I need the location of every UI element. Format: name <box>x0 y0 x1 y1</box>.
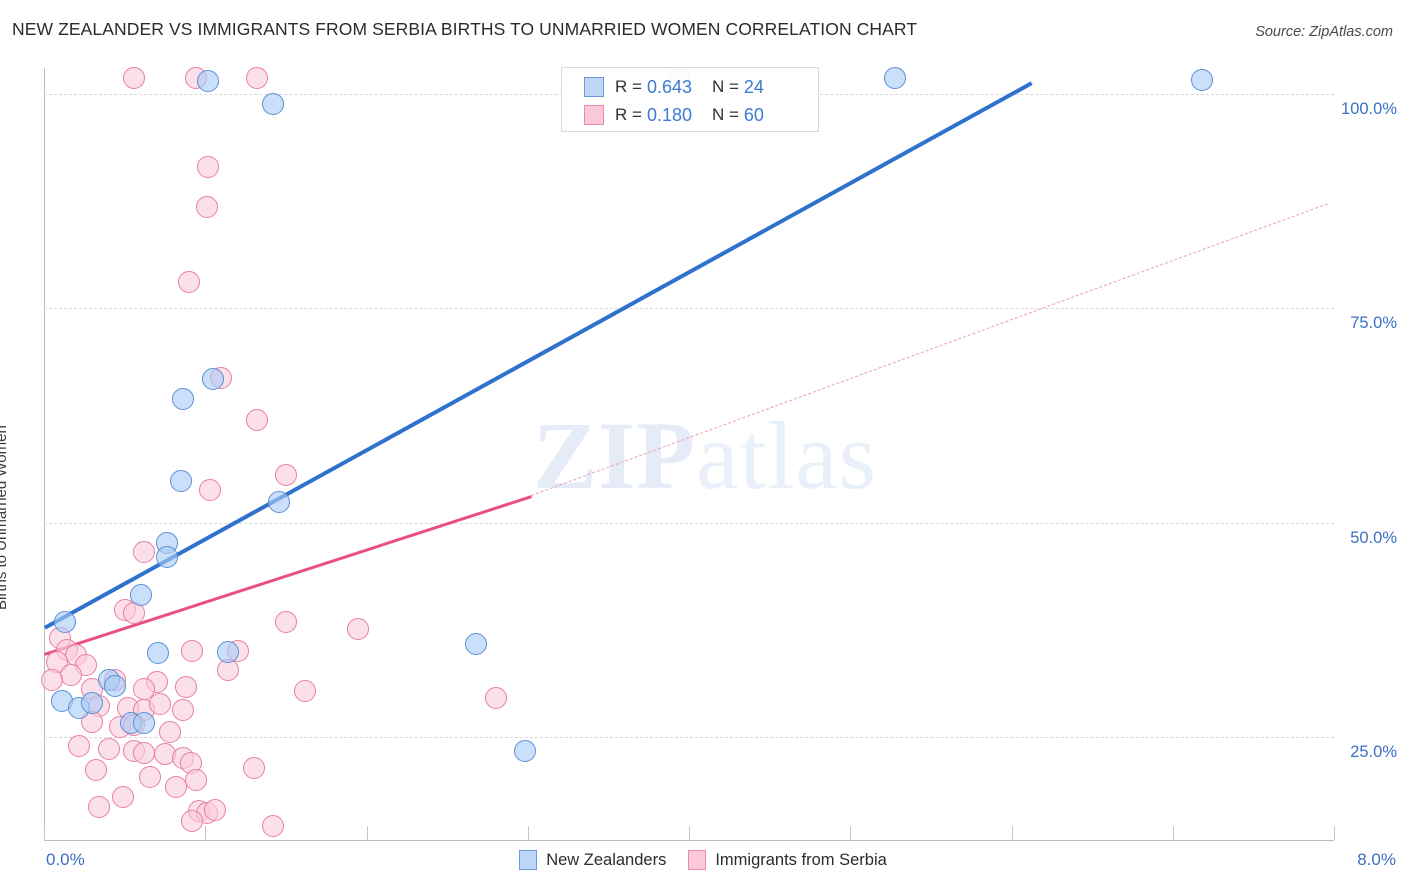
data-point[interactable] <box>1190 69 1213 91</box>
x-tick-mark <box>1011 826 1013 840</box>
stats-n-value-pink: 60 <box>743 104 764 125</box>
source-note: Source: ZipAtlas.com <box>1255 24 1393 40</box>
data-point[interactable] <box>347 617 370 640</box>
y-tick-label: 25.0% <box>1350 743 1397 762</box>
data-point[interactable] <box>171 698 194 721</box>
data-point[interactable] <box>123 67 146 90</box>
stats-swatch-blue <box>584 77 604 97</box>
data-point[interactable] <box>84 758 107 781</box>
trend-line-new-zealanders <box>44 80 1033 630</box>
y-tick-label: 50.0% <box>1350 528 1397 547</box>
legend-label-new-zealanders: New Zealanders <box>546 850 667 869</box>
data-point[interactable] <box>181 810 204 833</box>
stats-r-value-pink: 0.180 <box>646 104 692 125</box>
x-tick-mark <box>850 826 852 840</box>
gridline-y <box>44 522 1334 524</box>
stats-n-value-blue: 24 <box>743 76 764 97</box>
data-point[interactable] <box>199 479 222 502</box>
data-point[interactable] <box>513 739 536 762</box>
data-point[interactable] <box>171 388 194 411</box>
y-axis-title-text: Births to Unmarried Women <box>0 425 10 610</box>
stats-r-label-pink: R = <box>615 105 642 124</box>
trend-line-immigrants-from-serbia-projection <box>530 203 1328 497</box>
y-tick-label: 75.0% <box>1350 314 1397 333</box>
legend-swatch-immigrants-from-serbia <box>688 850 707 870</box>
stats-row-immigrants-from-serbia: R = 0.180 N = 60 <box>584 101 818 129</box>
data-point[interactable] <box>268 491 291 514</box>
y-axis-title: Births to Unmarried Women <box>0 330 32 610</box>
data-point[interactable] <box>60 664 83 687</box>
data-point[interactable] <box>245 408 268 431</box>
data-point[interactable] <box>465 633 488 656</box>
data-point[interactable] <box>178 271 201 294</box>
data-point[interactable] <box>81 691 104 714</box>
data-point[interactable] <box>274 611 297 634</box>
stats-n-label-blue: N = <box>711 77 739 96</box>
data-point[interactable] <box>197 69 220 92</box>
data-point[interactable] <box>181 640 204 663</box>
data-point[interactable] <box>242 756 265 779</box>
data-point[interactable] <box>87 796 110 819</box>
stats-n-label-pink: N = <box>711 105 739 124</box>
x-tick-mark <box>44 826 45 840</box>
data-point[interactable] <box>261 815 284 838</box>
legend-label-immigrants-from-serbia: Immigrants from Serbia <box>715 850 887 869</box>
stats-row-new-zealanders: R = 0.643 N = 24 <box>584 73 818 101</box>
data-point[interactable] <box>97 738 120 761</box>
page-title: NEW ZEALANDER VS IMMIGRANTS FROM SERBIA … <box>12 19 918 39</box>
gridline-y <box>44 737 1334 739</box>
plot-area <box>41 67 1334 840</box>
x-tick-label-max: 8.0% <box>1357 850 1396 869</box>
stats-r-label-blue: R = <box>615 77 642 96</box>
data-point[interactable] <box>68 734 91 757</box>
legend-swatch-new-zealanders <box>519 850 538 870</box>
x-tick-mark <box>1334 826 1335 840</box>
x-tick-mark <box>205 826 207 840</box>
data-point[interactable] <box>165 775 188 798</box>
x-tick-label-min: 0.0% <box>46 850 85 869</box>
y-axis-line <box>44 68 45 840</box>
data-point[interactable] <box>195 195 218 218</box>
legend-item-new-zealanders[interactable]: New Zealanders <box>519 850 666 870</box>
x-tick-mark <box>1172 826 1174 840</box>
data-point[interactable] <box>274 463 297 486</box>
data-point[interactable] <box>158 720 181 743</box>
data-point[interactable] <box>53 611 76 634</box>
data-point[interactable] <box>129 583 152 606</box>
data-point[interactable] <box>132 540 155 563</box>
data-point[interactable] <box>184 768 207 791</box>
x-axis-line <box>44 840 1334 841</box>
data-point[interactable] <box>112 786 134 809</box>
data-point[interactable] <box>484 686 507 709</box>
data-point[interactable] <box>170 470 193 493</box>
data-point[interactable] <box>203 798 226 821</box>
x-tick-mark <box>689 826 690 840</box>
data-point[interactable] <box>202 367 225 390</box>
x-tick-mark <box>366 826 368 840</box>
correlation-stats-box: R = 0.643 N = 24 R = 0.180 N = 60 <box>561 67 819 132</box>
data-point[interactable] <box>41 669 64 692</box>
data-point[interactable] <box>103 674 126 697</box>
data-point[interactable] <box>139 765 162 788</box>
data-point[interactable] <box>216 641 239 664</box>
data-point[interactable] <box>294 679 317 702</box>
x-tick-mark <box>527 826 529 840</box>
data-point[interactable] <box>132 712 155 735</box>
y-tick-label: 100.0% <box>1341 99 1397 118</box>
data-point[interactable] <box>197 155 220 178</box>
data-point[interactable] <box>174 676 197 699</box>
data-point[interactable] <box>884 67 907 90</box>
data-point[interactable] <box>155 545 178 568</box>
data-point[interactable] <box>149 693 172 716</box>
legend-item-immigrants-from-serbia[interactable]: Immigrants from Serbia <box>688 850 887 870</box>
data-point[interactable] <box>245 67 268 90</box>
gridline-y <box>44 308 1334 310</box>
data-point[interactable] <box>147 642 170 664</box>
data-point[interactable] <box>132 741 155 764</box>
data-point[interactable] <box>261 93 284 116</box>
stats-r-value-blue: 0.643 <box>646 76 692 97</box>
series-legend: New Zealanders Immigrants from Serbia <box>0 850 1406 870</box>
stats-swatch-pink <box>584 105 604 125</box>
